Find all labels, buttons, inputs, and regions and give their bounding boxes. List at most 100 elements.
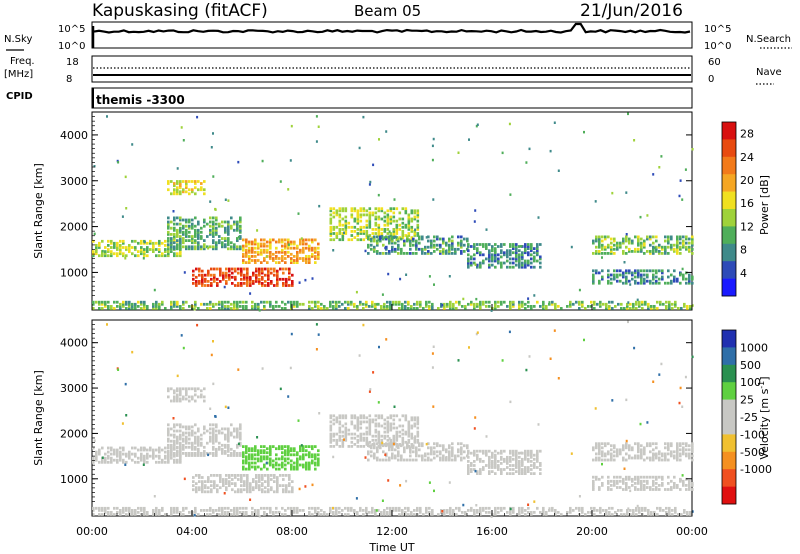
- heatmap-cell: [279, 484, 282, 487]
- heatmap-cell: [627, 507, 630, 510]
- heatmap-cell: [379, 239, 382, 243]
- noise-panel: [91, 21, 693, 49]
- heatmap-cell: [152, 246, 155, 249]
- heatmap-cell: [317, 250, 320, 254]
- heatmap-cell: [613, 482, 616, 485]
- heatmap-cell: [413, 307, 416, 310]
- heatmap-cell: [209, 230, 212, 234]
- heatmap-cell: [607, 245, 610, 249]
- heatmap-cell: [395, 426, 399, 430]
- heatmap-cell: [688, 237, 691, 241]
- heatmap-cell: [296, 461, 299, 465]
- power-tick-label: 12: [740, 220, 754, 233]
- heatmap-cell: [676, 442, 679, 446]
- heatmap-cell: [595, 475, 598, 479]
- heatmap-cell: [239, 437, 242, 441]
- heatmap-cell: [231, 267, 234, 271]
- heatmap-cell: [428, 307, 431, 310]
- heatmap-cell: [365, 230, 369, 233]
- heatmap-cell: [395, 219, 399, 223]
- heatmap-cell: [185, 389, 188, 393]
- heatmap-cell: [134, 511, 137, 514]
- heatmap-cell: [451, 448, 454, 452]
- heatmap-cell: [155, 511, 158, 514]
- heatmap-cell: [314, 300, 317, 304]
- heatmap-cell: [494, 243, 497, 246]
- heatmap-cell: [473, 243, 476, 246]
- heatmap-cell: [518, 509, 521, 512]
- heatmap-cell: [224, 405, 227, 409]
- heatmap-cell: [218, 222, 221, 226]
- heatmap-cell: [284, 244, 287, 248]
- heatmap-cell: [335, 438, 339, 442]
- heatmap-cell: [607, 475, 610, 479]
- heatmap-cell: [101, 239, 104, 243]
- heatmap-cell: [649, 456, 652, 460]
- heatmap-cell: [508, 122, 511, 126]
- heatmap-cell: [248, 461, 251, 465]
- heatmap-cell: [464, 511, 467, 514]
- heatmap-cell: [237, 490, 240, 494]
- heatmap-cell: [287, 450, 290, 453]
- heatmap-cell: [176, 167, 179, 170]
- heatmap-cell: [173, 460, 176, 464]
- heatmap-cell: [335, 443, 339, 446]
- heatmap-cell: [679, 478, 682, 482]
- heatmap-cell: [131, 307, 134, 310]
- heatmap-cell: [599, 302, 602, 306]
- heatmap-cell: [595, 252, 598, 255]
- heatmap-cell: [254, 246, 257, 250]
- heatmap-cell: [185, 391, 188, 395]
- heatmap-cell: [392, 230, 396, 233]
- heatmap-cell: [655, 235, 658, 239]
- heatmap-cell: [263, 307, 266, 310]
- heatmap-cell: [261, 367, 264, 370]
- heatmap-cell: [371, 228, 375, 231]
- nave-tick-top: 60: [708, 57, 721, 68]
- heatmap-cell: [332, 432, 336, 436]
- heatmap-cell: [518, 263, 521, 267]
- heatmap-cell: [397, 446, 400, 450]
- heatmap-cell: [416, 432, 420, 436]
- heatmap-cell: [212, 431, 215, 435]
- heatmap-cell: [290, 459, 293, 463]
- heatmap-cell: [210, 488, 213, 492]
- heatmap-cell: [195, 282, 198, 285]
- heatmap-cell: [344, 438, 348, 442]
- heatmap-cell: [383, 434, 387, 438]
- heatmap-cell: [214, 415, 217, 418]
- heatmap-cell: [610, 241, 613, 245]
- heatmap-cell: [236, 228, 239, 232]
- heatmap-cell: [140, 446, 143, 450]
- heatmap-cell: [110, 446, 113, 450]
- heatmap-cell: [224, 506, 227, 510]
- heatmap-cell: [201, 269, 204, 273]
- heatmap-cell: [467, 460, 470, 463]
- heatmap-cell: [285, 488, 288, 492]
- heatmap-cell: [291, 490, 294, 494]
- heatmap-cell: [377, 401, 380, 404]
- heatmap-cell: [233, 429, 236, 433]
- heatmap-cell: [197, 454, 200, 457]
- heatmap-cell: [601, 462, 603, 466]
- heatmap-cell: [682, 275, 685, 279]
- heatmap-cell: [167, 252, 170, 256]
- heatmap-cell: [191, 447, 194, 451]
- heatmap-cell: [389, 416, 393, 420]
- heatmap-cell: [246, 484, 249, 487]
- heatmap-cell: [595, 239, 598, 243]
- heatmap-cell: [194, 216, 197, 220]
- heatmap-cell: [488, 506, 491, 510]
- heatmap-cell: [305, 242, 308, 246]
- heatmap-cell: [643, 475, 646, 479]
- heatmap-cell: [662, 302, 665, 306]
- heatmap-cell: [104, 509, 107, 512]
- heatmap-cell: [679, 448, 682, 452]
- heatmap-cell: [391, 239, 394, 243]
- heatmap-cell: [201, 490, 204, 494]
- heatmap-cell: [616, 269, 619, 273]
- heatmap-cell: [203, 425, 206, 429]
- heatmap-cell: [386, 434, 390, 438]
- heatmap-cell: [200, 393, 203, 397]
- heatmap-cell: [176, 186, 179, 190]
